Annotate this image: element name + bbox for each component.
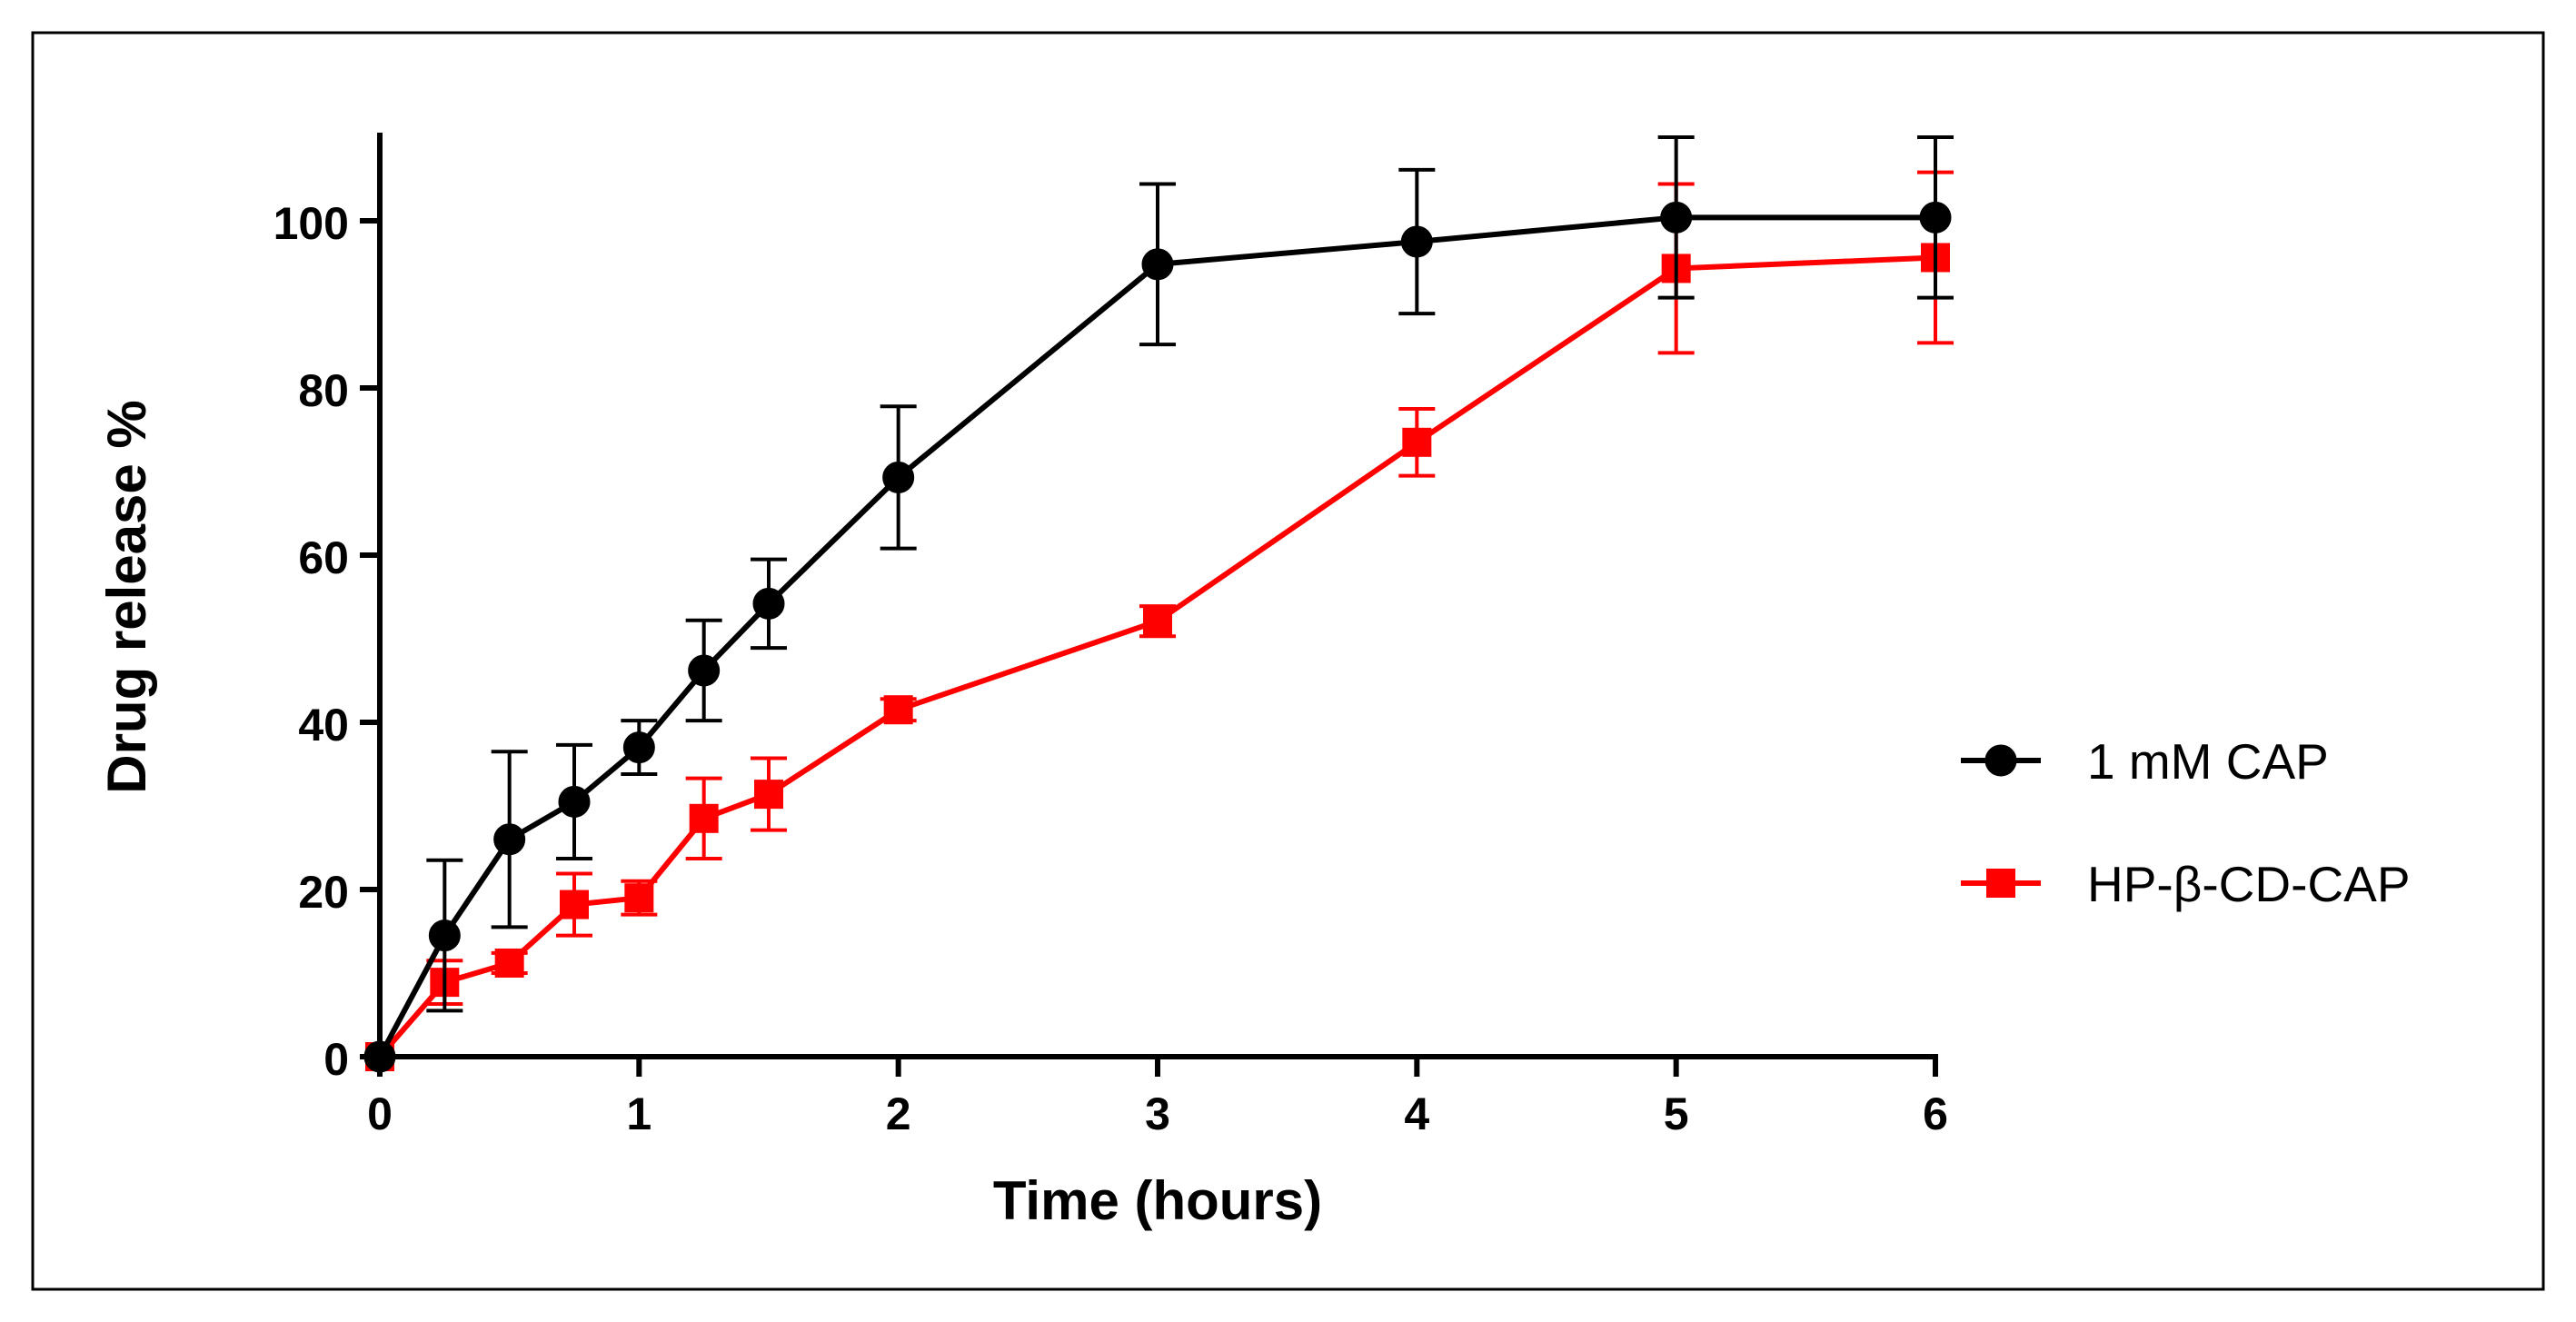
x-tick-label: 6 <box>1923 1088 1948 1139</box>
x-tick-label: 2 <box>886 1088 911 1139</box>
data-point <box>1143 606 1172 636</box>
legend-entry: 1 mM CAP <box>1961 733 2329 790</box>
data-point <box>428 919 461 952</box>
y-axis-title: Drug release % <box>96 400 157 794</box>
y-tick-label: 20 <box>298 867 349 918</box>
data-point <box>1402 427 1432 457</box>
data-point <box>688 654 721 687</box>
x-tick-label: 3 <box>1145 1088 1170 1139</box>
data-point <box>754 780 783 810</box>
y-tick-label: 40 <box>298 700 349 750</box>
figure-border <box>31 31 2545 1291</box>
legend-entry: HP-β-CD-CAP <box>1961 856 2411 912</box>
x-axis-title: Time (hours) <box>993 1170 1322 1231</box>
series-cap <box>363 135 1954 1073</box>
data-point <box>882 461 915 493</box>
axes: 0 20 40 60 80 100 0 1 2 3 4 5 6 <box>274 133 1948 1139</box>
y-tick-label: 60 <box>298 532 349 583</box>
data-point <box>689 803 719 833</box>
data-point <box>494 948 524 978</box>
legend-label: 1 mM CAP <box>2087 733 2329 790</box>
legend-label: HP-β-CD-CAP <box>2087 856 2411 912</box>
plot-area <box>363 135 1954 1073</box>
x-tick-label: 5 <box>1664 1088 1689 1139</box>
x-tick-label: 1 <box>626 1088 651 1139</box>
legend-marker <box>1986 869 2015 898</box>
y-tick-label: 100 <box>274 198 349 249</box>
data-point <box>1141 248 1174 281</box>
data-point <box>883 695 913 725</box>
data-point <box>1660 201 1693 234</box>
data-point <box>624 883 654 913</box>
series-line <box>377 214 1935 1059</box>
y-tick-label: 0 <box>323 1034 349 1085</box>
data-point <box>1400 225 1433 258</box>
data-point <box>1919 201 1952 234</box>
legend-marker <box>1984 744 2017 777</box>
data-point <box>622 731 655 764</box>
data-point <box>558 785 591 818</box>
data-point <box>493 823 526 856</box>
y-tick-label: 80 <box>298 365 349 416</box>
legend: 1 mM CAP HP-β-CD-CAP <box>1961 733 2411 912</box>
data-point <box>752 587 785 620</box>
x-tick-label: 4 <box>1404 1088 1429 1139</box>
x-tick-label: 0 <box>367 1088 393 1139</box>
data-point <box>560 890 589 919</box>
